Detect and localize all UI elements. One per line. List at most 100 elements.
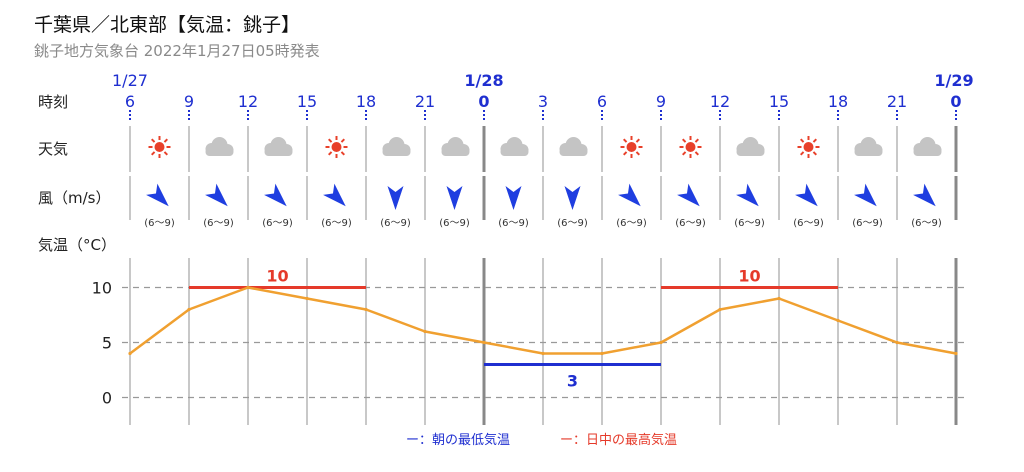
- sun-ray: [340, 138, 345, 143]
- cloud-base: [500, 148, 529, 156]
- temperature-point: [718, 307, 722, 312]
- hour-label: 15: [769, 92, 789, 111]
- sun-ray: [328, 151, 333, 156]
- sun-ray: [694, 151, 699, 156]
- page-subtitle: 銚子地方気象台 2022年1月27日05時発表: [34, 42, 320, 60]
- wind-arrow-icon: [323, 183, 346, 207]
- temperature-point: [246, 285, 250, 290]
- sun-ray: [163, 151, 168, 156]
- sun-ray: [800, 151, 805, 156]
- sun-core: [685, 142, 696, 152]
- sun-icon: [679, 136, 702, 158]
- wind-arrow-icon: [618, 183, 641, 207]
- sun-core: [803, 142, 814, 152]
- wind-arrow-icon: [736, 183, 759, 207]
- sun-icon: [620, 136, 643, 158]
- wind-speed-range: (6～9): [262, 218, 293, 229]
- cloud-base: [559, 148, 588, 156]
- temperature-point: [305, 296, 309, 301]
- date-label: 1/28: [464, 71, 503, 90]
- wind-speed-range: (6～9): [203, 218, 234, 229]
- temperature-point: [482, 340, 486, 345]
- wind-arrow-icon: [387, 186, 404, 210]
- sun-icon: [148, 136, 171, 158]
- page-title: 千葉県／北東部【気温：銚子】: [34, 14, 301, 36]
- wind-arrow-icon: [264, 183, 287, 207]
- cloud-icon: [854, 137, 883, 156]
- temperature-point: [836, 318, 840, 323]
- cloud-base: [854, 148, 883, 156]
- wind-arrow-shape: [677, 183, 700, 207]
- temperature-point: [600, 351, 604, 356]
- temperature-point: [423, 329, 427, 334]
- y-tick-label: 0: [102, 389, 112, 408]
- wind-arrow-shape: [446, 186, 463, 210]
- wind-arrow-shape: [618, 183, 641, 207]
- sun-ray: [812, 138, 817, 143]
- date-label: 1/27: [112, 71, 148, 90]
- wind-arrow-shape: [323, 183, 346, 207]
- sun-ray: [682, 151, 687, 156]
- hour-label: 6: [125, 92, 135, 111]
- temperature-point: [954, 351, 958, 356]
- sun-core: [626, 142, 637, 152]
- hour-label: 3: [538, 92, 548, 111]
- sun-ray: [623, 138, 628, 143]
- sun-ray: [623, 151, 628, 156]
- wind-arrow-icon: [146, 183, 169, 207]
- legend-max: ー：日中の最高気温: [560, 432, 677, 448]
- sun-icon: [325, 136, 348, 158]
- wind-speed-range: (6～9): [321, 218, 352, 229]
- max-temp-label: 10: [266, 267, 288, 286]
- sun-ray: [151, 151, 156, 156]
- wind-arrow-icon: [913, 183, 936, 207]
- wind-speed-range: (6～9): [498, 218, 529, 229]
- wind-speed-range: (6～9): [144, 218, 175, 229]
- sun-icon: [797, 136, 820, 158]
- wind-arrow-icon: [564, 186, 581, 210]
- cloud-icon: [500, 137, 529, 156]
- sun-ray: [163, 138, 168, 143]
- legend-min: ー：朝の最低気温: [406, 432, 510, 448]
- temperature-point: [364, 307, 368, 312]
- cloud-icon: [913, 137, 942, 156]
- cloud-base: [382, 148, 411, 156]
- wind-speed-range: (6～9): [616, 218, 647, 229]
- wind-arrow-icon: [677, 183, 700, 207]
- wind-arrow-shape: [264, 183, 287, 207]
- sun-ray: [328, 138, 333, 143]
- sun-ray: [694, 138, 699, 143]
- date-label: 1/29: [934, 71, 973, 90]
- wind-arrow-shape: [205, 183, 228, 207]
- wind-arrow-shape: [505, 186, 522, 210]
- sun-ray: [340, 151, 345, 156]
- wind-arrow-icon: [205, 183, 228, 207]
- temperature-point: [895, 340, 899, 345]
- cloud-base: [264, 148, 293, 156]
- cloud-base: [441, 148, 470, 156]
- y-tick-label: 5: [102, 334, 112, 353]
- cloud-icon: [382, 137, 411, 156]
- wind-speed-range: (6～9): [852, 218, 883, 229]
- sun-ray: [635, 151, 640, 156]
- max-temp-label: 10: [738, 267, 760, 286]
- row-label-time: 時刻: [38, 93, 68, 111]
- cloud-icon: [264, 137, 293, 156]
- temperature-point: [777, 296, 781, 301]
- wind-arrow-shape: [854, 183, 877, 207]
- sun-ray: [812, 151, 817, 156]
- hour-label: 0: [950, 92, 961, 111]
- wind-speed-range: (6～9): [675, 218, 706, 229]
- sun-core: [154, 142, 165, 152]
- row-label-weather: 天気: [38, 140, 68, 158]
- wind-arrow-shape: [564, 186, 581, 210]
- wind-speed-range: (6～9): [734, 218, 765, 229]
- wind-speed-range: (6～9): [380, 218, 411, 229]
- wind-arrow-icon: [446, 186, 463, 210]
- wind-arrow-shape: [736, 183, 759, 207]
- wind-arrow-icon: [505, 186, 522, 210]
- cloud-icon: [736, 137, 765, 156]
- wind-arrow-shape: [146, 183, 169, 207]
- cloud-base: [736, 148, 765, 156]
